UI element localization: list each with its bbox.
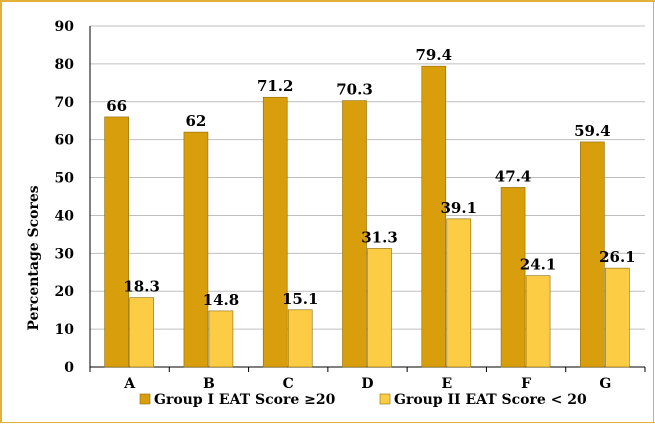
bars <box>104 65 630 368</box>
y-tick-label: 10 <box>55 322 75 338</box>
y-tick-label: 80 <box>55 57 75 73</box>
legend-swatch <box>139 393 151 405</box>
legend-label: Group II EAT Score < 20 <box>394 392 587 408</box>
x-tick-label: G <box>599 376 611 392</box>
y-tick-label: 0 <box>64 360 74 376</box>
bar-group-1 <box>342 100 367 368</box>
data-label: 24.1 <box>520 256 557 274</box>
x-tick-label: C <box>283 376 294 392</box>
data-label: 18.3 <box>123 278 160 296</box>
data-label: 39.1 <box>441 199 478 217</box>
y-tick-label: 60 <box>55 133 75 149</box>
data-labels: 66 18.3 62 14.8 71.2 15.1 70.3 31.3 79.4 39.1 47.4… <box>106 46 635 309</box>
tick-labels: 0 10 20 30 40 50 60 70 80 90 A B C D E F G <box>55 19 612 392</box>
bar-group-1 <box>104 116 129 368</box>
x-tick-label: E <box>441 376 452 392</box>
frame-left-border <box>0 0 2 423</box>
y-axis-label: Percentage Scores <box>26 185 42 330</box>
bar-group-2 <box>287 309 313 368</box>
data-label: 14.8 <box>203 291 240 309</box>
bar-group-2 <box>129 297 154 368</box>
data-label: 15.1 <box>282 290 319 308</box>
y-tick-label: 40 <box>55 208 75 224</box>
bar-group-1 <box>580 141 605 368</box>
legend-label: Group I EAT Score ≥20 <box>154 392 336 408</box>
legend-swatch <box>379 393 391 405</box>
bar-group-2 <box>367 248 392 368</box>
bar-group-1 <box>262 96 288 368</box>
y-tick-label: 70 <box>55 95 75 111</box>
bar-group-1 <box>183 131 209 368</box>
gridlines <box>90 25 645 330</box>
x-tick-label: F <box>521 376 531 392</box>
data-label: 62 <box>185 112 206 130</box>
bar-group-2 <box>208 310 234 368</box>
legend: Group I EAT Score ≥20 Group II EAT Score … <box>139 392 587 408</box>
data-label: 47.4 <box>495 167 532 185</box>
data-label: 79.4 <box>416 46 453 64</box>
y-tick-label: 20 <box>55 284 75 300</box>
data-label: 70.3 <box>336 81 373 99</box>
bar-group-2 <box>525 275 551 368</box>
frame-right-border <box>653 0 654 423</box>
y-tick-label: 90 <box>55 19 75 35</box>
x-tick-label: B <box>203 376 215 392</box>
frame-top-border <box>0 0 655 2</box>
data-label: 59.4 <box>574 122 611 140</box>
data-label: 31.3 <box>361 228 398 246</box>
data-label: 66 <box>106 97 127 115</box>
data-label: 71.2 <box>257 77 294 95</box>
bar-group-1 <box>421 65 447 368</box>
x-tick-label: A <box>123 376 136 392</box>
y-tick-label: 30 <box>55 246 75 262</box>
bar-group-1 <box>500 187 526 368</box>
data-label: 26.1 <box>599 248 636 266</box>
y-tick-label: 50 <box>55 171 75 187</box>
bar-group-2 <box>446 218 472 368</box>
x-tick-label: D <box>361 376 373 392</box>
bar-group-2 <box>605 267 630 368</box>
